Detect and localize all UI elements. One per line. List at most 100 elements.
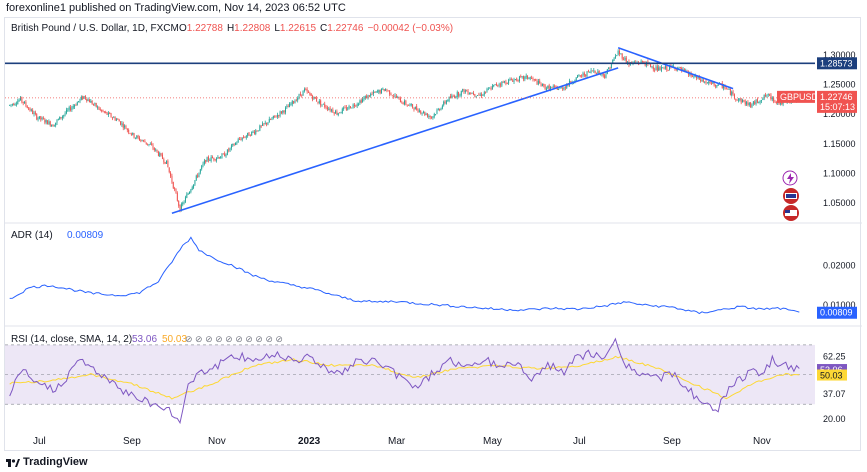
candle [467,88,469,96]
candle-body [266,122,268,125]
candle [508,78,510,86]
candle-body [394,95,396,97]
candle [322,103,324,105]
flash-icon[interactable] [782,170,798,186]
candle-body [697,76,699,78]
symbol-tag-label: GBPUSD [780,92,819,102]
chart-canvas[interactable]: 1.30000 1.25000 1.20000 1.15000 1.10000 1.050… [5,18,862,452]
candle-body [424,111,426,115]
candle-body [306,89,308,92]
candle [535,78,537,82]
candle-body [593,70,595,72]
ohlc-h_val: 1.22808 [234,23,271,34]
candle-body [220,157,222,159]
candle [490,86,492,91]
candle-body [486,88,488,92]
candle [56,119,58,125]
candle-body [335,111,337,114]
candle-body [495,83,497,86]
candle-body [63,114,65,117]
candle-body [240,138,242,140]
candle-body [194,180,196,185]
candle [233,143,235,147]
candle [537,78,539,86]
candle [71,105,73,112]
candle [36,113,38,121]
candle [324,101,326,109]
candle [494,83,496,86]
candle-body [566,84,568,89]
candle-body [274,115,276,117]
candle-body [37,118,39,120]
candle-body [736,99,738,101]
candle-body [324,103,326,107]
candle [115,117,117,122]
candle [436,108,438,115]
candle-body [362,99,364,103]
candle-body [440,108,442,110]
price-pane[interactable]: 1.30000 1.25000 1.20000 1.15000 1.10000 1.050… [5,23,857,221]
candle-body [316,98,318,102]
candle [314,96,316,99]
rsi-tick-label: 20.00 [823,414,846,424]
candle [462,88,464,93]
candle [758,101,760,104]
candle [521,75,523,79]
candle [498,82,500,88]
candle-body [382,88,384,90]
candle-body [445,101,447,104]
candle-body [121,123,123,125]
candle [440,107,442,111]
candle [660,65,662,73]
candle [245,134,247,140]
candle-body [767,94,769,96]
candle-body [658,67,660,71]
candle-body [41,117,43,120]
candle-body [340,112,342,114]
candle [121,121,123,127]
candle-body [627,61,629,63]
candle [750,101,752,108]
rsi-pane[interactable]: 62.25 37.07 20.00 53.06 50.03 RSI (14, close… [5,334,847,425]
candle [170,171,172,179]
candle [191,185,193,191]
candle-body [577,75,579,78]
candle [655,64,657,71]
candle-body [352,104,354,108]
candle [193,184,195,190]
candle-body [552,86,554,88]
candle [418,108,420,113]
candle-body [758,101,760,103]
us-flag-icon[interactable] [783,205,799,221]
candle-body [667,69,669,71]
candle-body [425,114,427,115]
candle [19,95,21,101]
candle-body [356,104,358,106]
candle [145,142,147,145]
uk-flag-icon[interactable] [783,188,799,204]
price-title-group: British Pound / U.S. Dollar, 1D, FXCM O1… [11,23,453,34]
candle-body [598,70,600,74]
candle-body [359,100,361,104]
tradingview-footer[interactable]: TradingView [6,456,88,468]
candle-body [541,83,543,87]
candle-body [712,82,714,84]
candle [267,122,269,126]
candle-body [298,94,300,98]
candle [122,121,124,131]
candle [344,105,346,109]
candle [330,108,332,113]
candle-body [544,85,546,90]
candle [99,107,101,112]
candle-body [65,109,67,114]
candle [456,90,458,100]
candle [613,57,615,62]
time-axis: Jul Sep Nov 2023 Mar May Jul Sep Nov [33,436,771,447]
candle [725,86,727,90]
candle-body [320,100,322,106]
candle [536,78,538,85]
candle-body [471,92,473,94]
candle [421,112,423,116]
candle-body [656,66,658,71]
